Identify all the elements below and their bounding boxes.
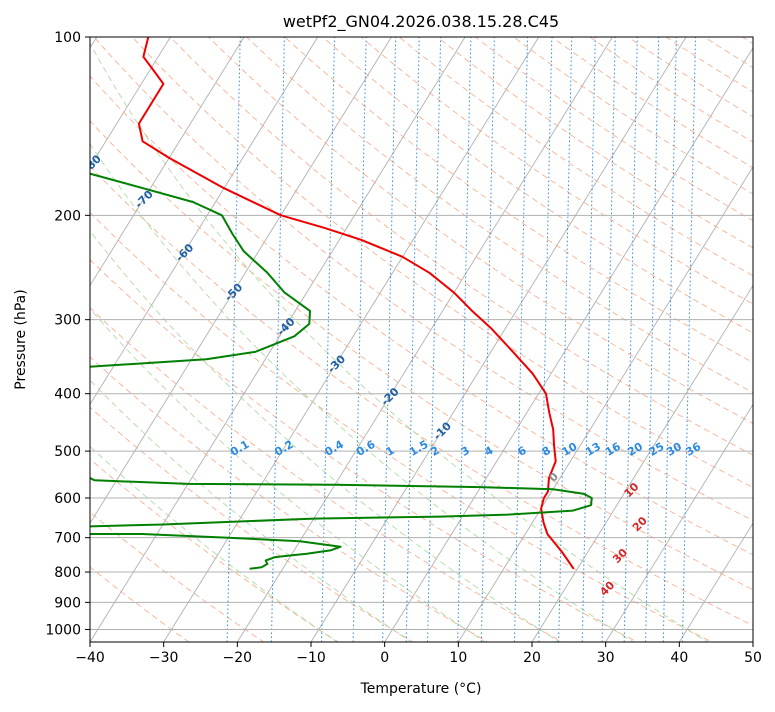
y-tick-label: 500 [54, 444, 81, 460]
y-tick-label: 100 [54, 30, 81, 46]
x-axis-label: Temperature (°C) [360, 681, 482, 697]
x-tick-label: 0 [380, 650, 389, 666]
x-tick-label: 10 [449, 650, 467, 666]
y-axis-label: Pressure (hPa) [13, 289, 29, 389]
x-tick-label: 40 [670, 650, 688, 666]
y-tick-label: 400 [54, 387, 81, 403]
y-tick-label: 900 [54, 595, 81, 611]
x-tick-label: −10 [296, 650, 326, 666]
y-tick-label: 200 [54, 208, 81, 224]
x-tick-label: 20 [523, 650, 541, 666]
y-tick-label: 1000 [45, 622, 81, 638]
x-tick-label: −40 [75, 650, 105, 666]
chart-title: wetPf2_GN04.2026.038.15.28.C45 [283, 12, 559, 32]
x-tick-label: 50 [744, 650, 762, 666]
x-tick-label: −30 [149, 650, 179, 666]
x-tick-label: −20 [223, 650, 253, 666]
y-tick-label: 700 [54, 531, 81, 547]
y-tick-label: 800 [54, 565, 81, 581]
x-tick-label: 30 [597, 650, 615, 666]
y-tick-label: 300 [54, 313, 81, 329]
y-tick-label: 600 [54, 491, 81, 507]
